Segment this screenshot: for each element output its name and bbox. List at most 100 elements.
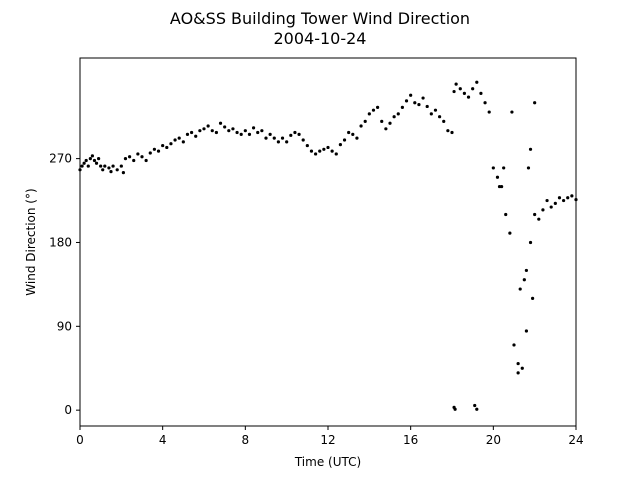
data-point: [206, 124, 210, 128]
data-point: [101, 168, 105, 172]
data-point: [516, 361, 520, 366]
data-point: [256, 130, 260, 135]
data-point: [342, 138, 347, 142]
data-point: [371, 108, 376, 112]
data-point: [132, 158, 136, 163]
data-point: [140, 155, 144, 159]
data-point: [475, 80, 479, 84]
data-point: [384, 127, 388, 131]
data-point: [454, 82, 458, 86]
data-point: [512, 343, 516, 347]
data-point: [198, 129, 202, 133]
data-point: [173, 138, 177, 142]
data-point: [235, 130, 239, 135]
data-point: [156, 149, 161, 153]
data-point: [413, 101, 417, 105]
data-point: [495, 175, 500, 179]
data-point: [231, 127, 235, 131]
data-point: [128, 155, 132, 159]
data-point: [247, 132, 252, 136]
data-point: [289, 133, 293, 137]
data-point: [326, 145, 330, 150]
data-point: [80, 164, 84, 168]
data-point: [502, 166, 506, 170]
data-point: [453, 407, 457, 411]
data-point: [84, 158, 88, 163]
plot-frame: [79, 57, 577, 427]
data-point: [446, 129, 450, 133]
x-tick-label: 12: [320, 433, 335, 447]
data-point: [442, 119, 446, 123]
data-point: [510, 110, 514, 114]
data-point: [314, 152, 318, 156]
data-point: [181, 140, 185, 144]
data-point: [239, 132, 243, 136]
data-point: [97, 157, 101, 161]
data-point: [86, 164, 90, 168]
y-axis: 0 90 180 270: [49, 152, 80, 417]
data-point: [194, 134, 198, 138]
data-point: [99, 164, 103, 168]
data-point: [400, 105, 404, 109]
data-point: [508, 231, 512, 235]
data-point: [522, 278, 526, 282]
data-point: [491, 166, 495, 170]
data-point: [553, 201, 557, 205]
data-point: [526, 166, 531, 170]
data-point: [177, 136, 181, 140]
data-point: [264, 136, 268, 140]
data-point: [520, 366, 524, 370]
data-point: [82, 161, 86, 165]
data-point: [280, 136, 285, 140]
data-point: [185, 132, 190, 136]
data-point: [487, 110, 491, 114]
y-axis-label: Wind Direction (°): [24, 188, 38, 295]
data-point: [562, 198, 566, 203]
data-point: [285, 140, 289, 144]
data-point: [376, 105, 380, 109]
data-point: [380, 119, 384, 123]
data-point: [92, 158, 97, 163]
data-point: [531, 296, 535, 300]
x-tick-label: 0: [76, 433, 84, 447]
data-point: [202, 127, 206, 131]
data-point: [483, 101, 487, 105]
data-point: [473, 403, 477, 408]
data-point: [545, 198, 549, 203]
data-point: [396, 112, 400, 116]
data-point: [452, 89, 456, 94]
data-point: [103, 164, 107, 168]
data-point: [404, 99, 409, 103]
data-point: [297, 132, 301, 136]
data-point: [363, 119, 367, 123]
data-point: [566, 196, 570, 200]
data-point: [260, 129, 264, 133]
data-point: [409, 93, 413, 97]
y-tick-label: 90: [57, 319, 72, 333]
y-tick-label: 0: [64, 403, 72, 417]
data-point: [541, 208, 545, 212]
data-point: [223, 125, 227, 129]
data-point: [355, 136, 359, 140]
x-tick-label: 20: [486, 433, 501, 447]
data-point: [367, 112, 371, 116]
data-point: [90, 154, 94, 158]
data-point: [528, 240, 533, 245]
data-point: [276, 140, 280, 144]
data-point: [549, 205, 553, 209]
data-point: [471, 87, 475, 91]
data-point: [504, 212, 508, 217]
data-point: [144, 158, 148, 163]
data-point: [338, 143, 342, 147]
data-point: [359, 124, 363, 128]
data-point: [516, 371, 520, 375]
data-point: [533, 212, 537, 217]
data-point: [268, 132, 272, 136]
data-point: [330, 149, 334, 153]
data-point: [462, 91, 466, 95]
data-point: [161, 143, 165, 148]
data-point: [557, 196, 562, 200]
data-point: [243, 129, 247, 133]
x-axis-label: Time (UTC): [294, 455, 361, 469]
